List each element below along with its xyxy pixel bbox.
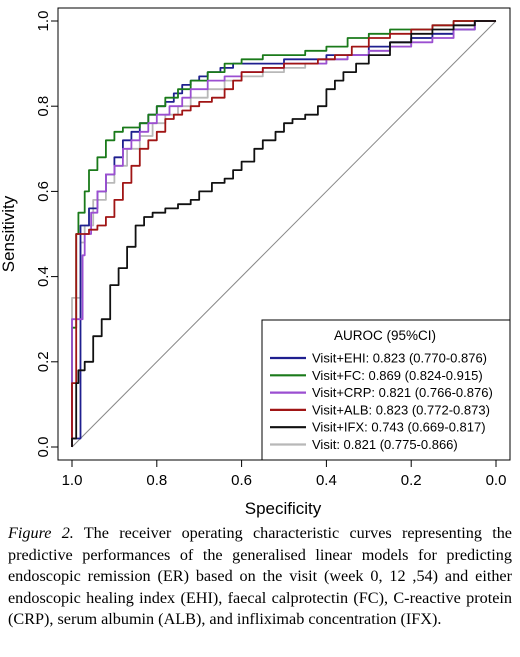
y-axis-title: Sensitivity bbox=[0, 195, 18, 272]
legend-entry-label: Visit+CRP: 0.821 (0.766-0.876) bbox=[312, 385, 493, 400]
x-tick-label: 1.0 bbox=[62, 472, 83, 489]
legend-entry-label: Visit+FC: 0.869 (0.824-0.915) bbox=[312, 368, 483, 383]
y-tick-label: 0.6 bbox=[35, 181, 52, 202]
legend-entry-label: Visit+ALB: 0.823 (0.772-0.873) bbox=[312, 402, 490, 417]
roc-curve-series-5 bbox=[71, 20, 496, 447]
legend-entry-label: Visit: 0.821 (0.775-0.866) bbox=[312, 437, 458, 452]
series-layer bbox=[71, 20, 496, 447]
legend-entry-label: Visit+IFX: 0.743 (0.669-0.817) bbox=[312, 420, 486, 435]
x-tick-label: 0.4 bbox=[316, 472, 337, 489]
legend-box bbox=[261, 319, 511, 461]
roc-chart: 1.0 0.8 0.6 0.4 0.2 0.0 0.0 0.2 0.4 0.6 0.8 1.0 Spe… bbox=[0, 7, 511, 518]
x-tick-label: 0.2 bbox=[401, 472, 422, 489]
x-tick-label: 0.8 bbox=[146, 472, 167, 489]
legend: AUROC (95%CI) Visit+EHI: 0.823 (0.770-0.… bbox=[261, 319, 511, 461]
y-tick-label: 0.4 bbox=[35, 266, 52, 287]
x-tick-label: 0.0 bbox=[486, 472, 507, 489]
legend-entries: Visit+EHI: 0.823 (0.770-0.876) Visit+FC: … bbox=[270, 351, 493, 452]
y-tick-label: 0.2 bbox=[35, 351, 52, 372]
legend-entry-label: Visit+EHI: 0.823 (0.770-0.876) bbox=[312, 351, 487, 366]
axes-layer: 1.0 0.8 0.6 0.4 0.2 0.0 0.0 0.2 0.4 0.6 0.8 1.0 bbox=[35, 11, 506, 489]
legend-title: AUROC (95%CI) bbox=[334, 328, 436, 343]
x-tick-label: 0.6 bbox=[231, 472, 252, 489]
y-tick-label: 1.0 bbox=[35, 11, 52, 32]
diagonal-reference-line bbox=[71, 20, 497, 448]
caption-label: Figure 2. bbox=[8, 524, 74, 542]
roc-curve-series-2 bbox=[71, 20, 496, 447]
figure-caption: Figure 2. The receiver operating charact… bbox=[8, 523, 512, 631]
x-axis-title: Specificity bbox=[245, 499, 322, 518]
y-tick-label: 0.0 bbox=[35, 437, 52, 458]
caption-text: The receiver operating characteristic cu… bbox=[8, 524, 512, 629]
roc-curve-series-4 bbox=[71, 20, 496, 447]
y-tick-label: 0.8 bbox=[35, 96, 52, 117]
